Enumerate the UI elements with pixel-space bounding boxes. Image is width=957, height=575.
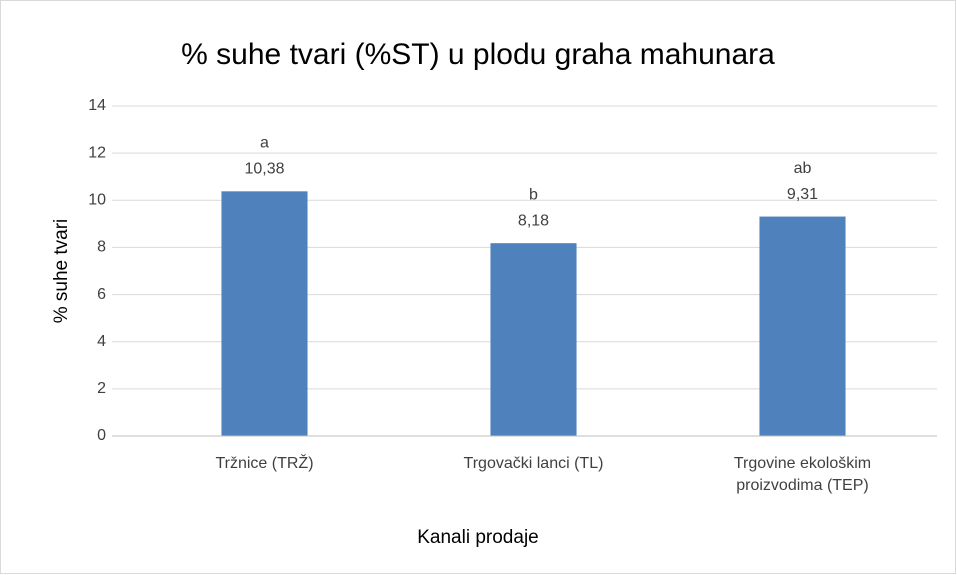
y-tick-label: 0	[97, 427, 106, 444]
chart-title: % suhe tvari (%ST) u plodu graha mahunar…	[181, 38, 775, 71]
x-axis-label: Kanali prodaje	[417, 527, 538, 548]
x-tick-label: Trgovački lanci (TL)	[463, 455, 604, 472]
bar	[221, 191, 308, 436]
value-label: 8,18	[518, 212, 549, 229]
y-tick-label: 12	[88, 144, 106, 161]
y-tick-label: 10	[88, 192, 106, 209]
y-tick-label: 4	[97, 333, 106, 350]
y-tick-label: 14	[88, 97, 106, 114]
value-label: 9,31	[787, 186, 818, 203]
annotation: a	[260, 135, 269, 152]
bar	[759, 216, 846, 436]
y-tick-label: 2	[97, 380, 106, 397]
y-tick-label: 6	[97, 286, 106, 303]
x-tick-label: Trgovine ekološkim proizvodima (TEP)	[733, 455, 872, 494]
x-tick-label: Tržnice (TRŽ)	[215, 455, 314, 472]
value-label: 10,38	[244, 161, 284, 178]
annotation: ab	[794, 160, 812, 177]
annotation: b	[529, 186, 538, 203]
y-tick-label: 8	[97, 239, 106, 256]
y-axis-label: % suhe tvari	[51, 219, 72, 324]
bar	[490, 243, 577, 436]
